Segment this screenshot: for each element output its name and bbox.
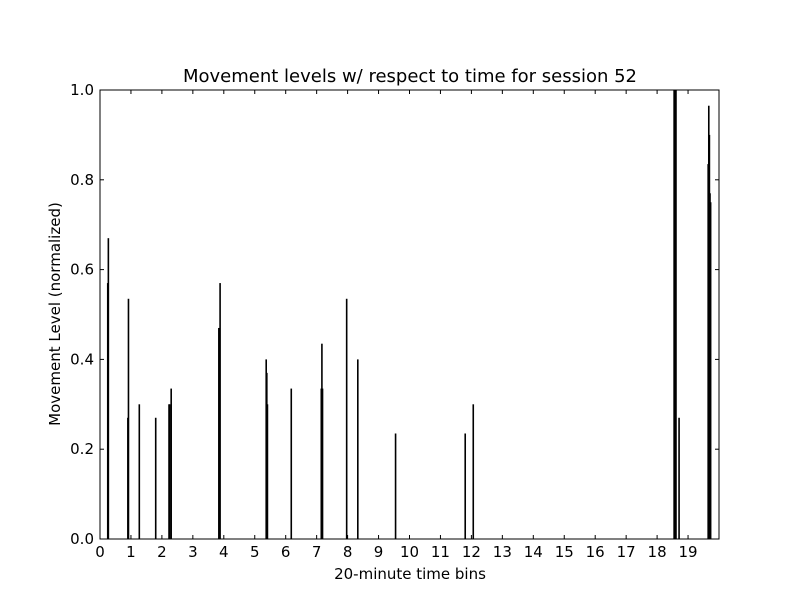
- bar: [357, 359, 359, 539]
- x-tick-label: 5: [250, 543, 260, 561]
- y-tick-label: 0.8: [70, 171, 94, 189]
- x-tick-label: 6: [281, 543, 291, 561]
- y-axis-label: Movement Level (normalized): [46, 202, 64, 426]
- bar: [290, 388, 293, 539]
- plot-frame: [99, 89, 720, 540]
- x-axis-label: 20-minute time bins: [334, 565, 486, 583]
- bar: [154, 417, 157, 539]
- bar: [464, 433, 467, 539]
- y-tick-label: 0.6: [70, 261, 94, 279]
- bars-group: [106, 90, 712, 540]
- bar: [138, 404, 141, 539]
- bar: [219, 283, 221, 539]
- bar: [709, 202, 712, 539]
- x-tick-label: 17: [617, 543, 636, 561]
- x-tick-label: 10: [400, 543, 419, 561]
- x-tick-label: 2: [157, 543, 167, 561]
- x-tick-label: 9: [374, 543, 384, 561]
- y-tick-label: 0.2: [70, 440, 94, 458]
- bar: [168, 404, 171, 539]
- x-tick-label: 19: [679, 543, 698, 561]
- x-tick-label: 1: [126, 543, 136, 561]
- x-tick-label: 14: [524, 543, 543, 561]
- y-tick-label: 0.4: [70, 350, 94, 368]
- x-tick-label: 3: [188, 543, 198, 561]
- x-tick-label: 0: [95, 543, 105, 561]
- y-tick-label: 1.0: [70, 81, 94, 99]
- x-tick-label: 12: [462, 543, 481, 561]
- bar: [394, 433, 397, 539]
- bar: [127, 298, 130, 539]
- bar: [266, 404, 269, 539]
- ticks-group: 0 1 2 3 4 5 6 7 8 9 10 11 12 13 14 15 16 17 18 190.00.20.40…: [70, 81, 719, 561]
- bar: [321, 388, 324, 539]
- x-tick-label: 11: [431, 543, 450, 561]
- x-tick-label: 13: [493, 543, 512, 561]
- bar: [170, 388, 172, 539]
- x-tick-label: 18: [648, 543, 667, 561]
- x-tick-label: 8: [343, 543, 353, 561]
- bar: [472, 404, 475, 539]
- x-tick-label: 7: [312, 543, 322, 561]
- bar: [345, 298, 348, 539]
- x-tick-label: 16: [586, 543, 605, 561]
- x-tick-label: 15: [555, 543, 574, 561]
- bar: [675, 90, 677, 539]
- x-tick-label: 4: [219, 543, 229, 561]
- chart-title: Movement levels w/ respect to time for s…: [183, 66, 637, 87]
- bar: [107, 238, 110, 540]
- y-tick-label: 0.0: [70, 530, 94, 548]
- bar: [678, 417, 680, 539]
